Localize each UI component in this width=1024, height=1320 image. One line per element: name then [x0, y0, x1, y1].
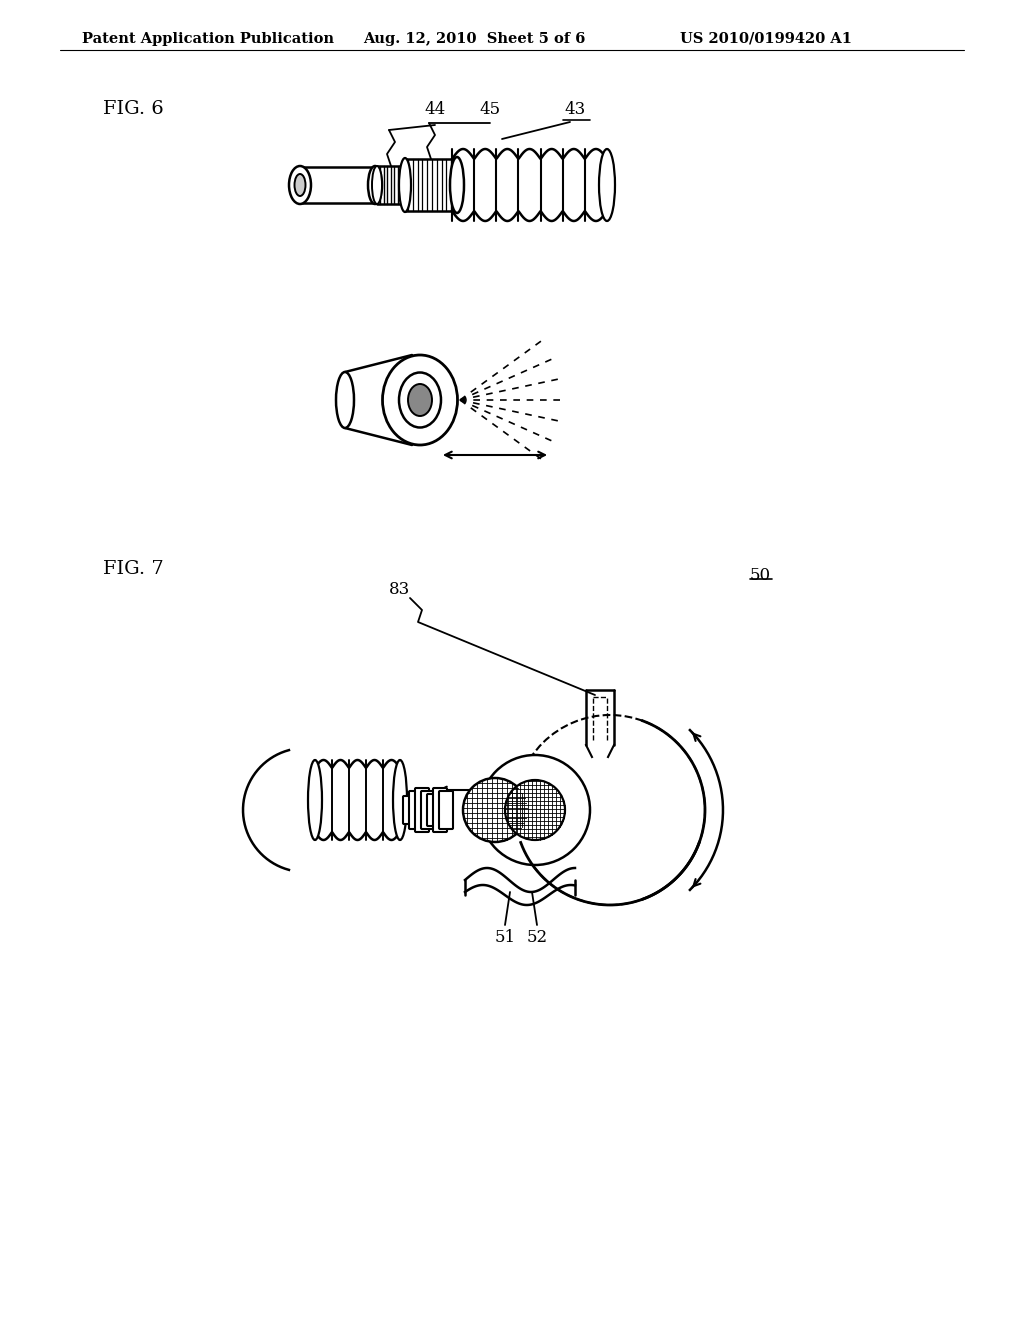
Ellipse shape	[399, 158, 411, 213]
Text: 43: 43	[564, 102, 586, 117]
Ellipse shape	[599, 149, 615, 220]
FancyBboxPatch shape	[415, 788, 429, 832]
Text: 52: 52	[526, 929, 548, 946]
Ellipse shape	[336, 372, 354, 428]
Circle shape	[480, 755, 590, 865]
Ellipse shape	[408, 384, 432, 416]
Text: Patent Application Publication: Patent Application Publication	[82, 32, 334, 46]
FancyBboxPatch shape	[421, 791, 435, 829]
Text: 50: 50	[750, 566, 771, 583]
Text: 44: 44	[424, 102, 445, 117]
Ellipse shape	[383, 355, 458, 445]
Ellipse shape	[372, 166, 382, 205]
Circle shape	[515, 715, 705, 906]
Text: 45: 45	[479, 102, 501, 117]
Ellipse shape	[295, 174, 305, 195]
Ellipse shape	[368, 166, 382, 205]
Ellipse shape	[308, 760, 322, 840]
Circle shape	[505, 780, 565, 840]
FancyBboxPatch shape	[433, 788, 447, 832]
FancyBboxPatch shape	[427, 795, 441, 826]
FancyBboxPatch shape	[439, 791, 453, 829]
Text: FIG. 7: FIG. 7	[103, 560, 164, 578]
Text: US 2010/0199420 A1: US 2010/0199420 A1	[680, 32, 852, 46]
Circle shape	[463, 777, 527, 842]
Text: 51: 51	[495, 929, 515, 946]
Ellipse shape	[399, 372, 441, 428]
Ellipse shape	[450, 157, 464, 213]
Ellipse shape	[393, 760, 407, 840]
Ellipse shape	[400, 166, 410, 205]
Text: Aug. 12, 2010  Sheet 5 of 6: Aug. 12, 2010 Sheet 5 of 6	[362, 32, 586, 46]
FancyBboxPatch shape	[409, 791, 423, 829]
FancyBboxPatch shape	[403, 796, 417, 824]
Text: FIG. 6: FIG. 6	[103, 100, 164, 117]
Text: 83: 83	[389, 582, 411, 598]
Ellipse shape	[289, 166, 311, 205]
